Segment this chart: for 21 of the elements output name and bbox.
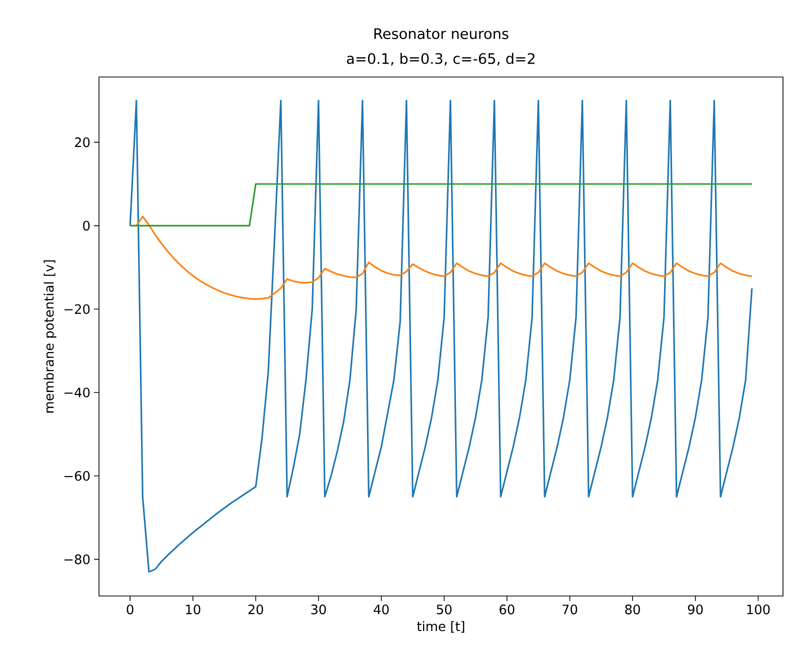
x-tick-label: 20	[248, 604, 264, 614]
y-tick-label: −60	[64, 471, 90, 481]
y-tick-label: 0	[83, 220, 90, 231]
x-tick-label: 30	[311, 604, 326, 614]
x-tick-label: 60	[500, 604, 514, 614]
x-tick-label: 10	[186, 604, 200, 614]
y-tick-label: −20	[64, 304, 90, 314]
y-tick-label: 20	[74, 137, 90, 148]
x-tick-label: 50	[436, 604, 452, 614]
chart-title: Resonator neurons	[374, 28, 508, 40]
x-tick-label: 80	[625, 604, 640, 614]
x-tick-label: 70	[562, 604, 578, 614]
y-axis-title: membrane potential [v]	[44, 260, 56, 413]
y-tick-label: −80	[64, 554, 90, 564]
chart-subtitle: a=0.1, b=0.3, c=-65, d=2	[346, 52, 534, 66]
y-tick-label: −40	[64, 388, 90, 398]
x-tick-label: 0	[126, 604, 134, 614]
x-tick-label: 90	[688, 604, 703, 614]
x-axis-title: time [t]	[417, 621, 464, 633]
x-tick-label: 40	[374, 604, 389, 614]
x-tick-label: 100	[747, 604, 770, 614]
